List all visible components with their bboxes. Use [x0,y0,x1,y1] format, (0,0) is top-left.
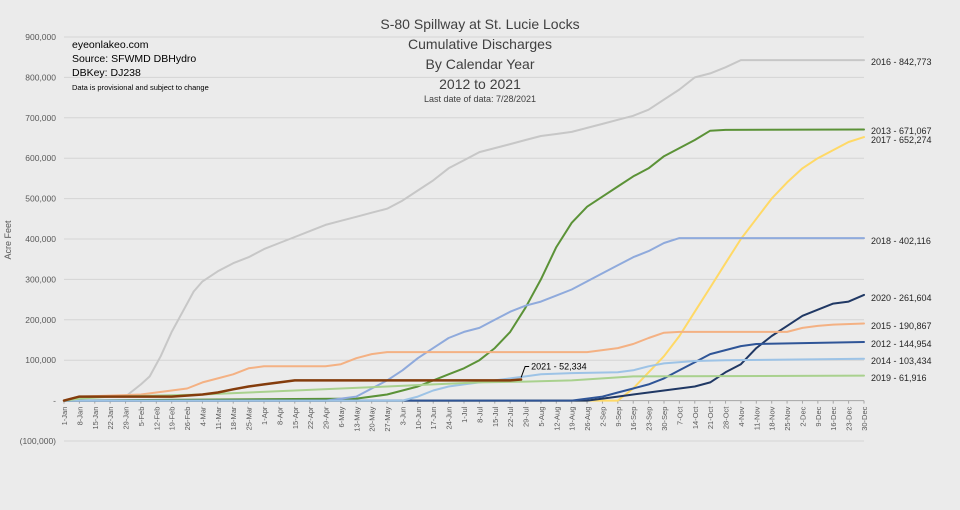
x-tick-label-46: 18-Nov [768,406,777,430]
x-tick-label-32: 12-Aug [552,407,561,431]
series-line-2016 [63,59,865,402]
x-tick-label-29: 22-Jul [506,406,515,427]
chart-title-line-4: 2012 to 2021 [439,76,521,92]
annotation-leader-line [520,365,530,378]
x-tick-label-42: 21-Oct [706,406,715,429]
x-tick-label-24: 17-Jun [429,407,438,430]
end-label-2020: 2020 - 261,604 [871,293,932,303]
x-tick-label-0: 1-Jan [60,407,69,426]
x-tick-label-19: 13-May [352,406,361,431]
annotation: 2021 - 52,334 [520,361,587,378]
y-axis-tick-labels: (100,000) - 100,000 200,000 300,000 400,000 50… [20,32,57,446]
y-tick-label-2: 100,000 [25,355,56,365]
x-tick-label-39: 30-Sep [660,407,669,431]
x-tick-label-14: 8-Apr [275,406,284,425]
x-tick-label-37: 16-Sep [629,407,638,431]
x-tick-label-28: 15-Jul [491,406,500,427]
series-line-2021 [62,378,523,402]
x-tick-label-3: 22-Jan [106,407,115,430]
x-tick-label-6: 12-Feb [152,407,161,431]
y-axis-label: Acre Feet [3,220,13,260]
x-tick-label-50: 16-Dec [829,406,838,430]
x-tick-label-12: 25-Mar [245,406,254,430]
x-tick-label-1: 8-Jan [75,407,84,426]
end-label-2019: 2019 - 61,916 [871,373,927,383]
x-tick-label-22: 3-Jun [398,407,407,426]
x-tick-label-15: 15-Apr [291,406,300,429]
gridlines [64,36,864,442]
x-tick-label-13: 1-Apr [260,406,269,425]
y-tick-label-5: 400,000 [25,234,56,244]
x-tick-label-7: 19-Feb [168,407,177,431]
end-label-2015: 2015 - 190,867 [871,321,932,331]
x-tick-label-5: 5-Feb [137,407,146,427]
x-tick-label-47: 25-Nov [783,406,792,430]
y-tick-label-10: 900,000 [25,32,56,42]
series-lines [62,59,865,402]
x-tick-label-43: 28-Oct [722,406,731,429]
x-tick-label-10: 11-Mar [214,406,223,430]
series-line-2015 [63,322,865,402]
x-tick-label-38: 23-Sep [645,407,654,431]
x-tick-label-21: 27-May [383,406,392,431]
end-label-2013: 2013 - 671,067 [871,126,932,136]
end-label-2016: 2016 - 842,773 [871,57,932,67]
x-tick-label-51: 23-Dec [845,406,854,430]
source-site: eyeonlakeo.com [72,39,149,51]
x-tick-label-44: 4-Nov [737,406,746,426]
y-tick-label-0: (100,000) [20,436,57,446]
y-tick-label-9: 800,000 [25,72,56,82]
end-label-2014: 2014 - 103,434 [871,356,932,366]
x-tick-label-11: 18-Mar [229,406,238,430]
x-tick-label-31: 5-Aug [537,407,546,427]
x-tick-label-18: 6-May [337,406,346,427]
end-label-2018: 2018 - 402,116 [871,236,931,246]
x-tick-label-9: 4-Mar [198,406,207,426]
x-tick-label-23: 10-Jun [414,407,423,430]
chart-title-line-2: Cumulative Discharges [408,36,552,52]
x-axis-tick-labels: 1-Jan 8-Jan 15-Jan 22-Jan 29-Jan 5-Feb 12-Feb 1… [60,400,869,432]
end-label-2017: 2017 - 652,274 [871,135,932,145]
series-line-2020 [63,293,865,402]
x-tick-label-34: 26-Aug [583,407,592,431]
x-tick-label-33: 19-Aug [568,407,577,431]
x-tick-label-17: 29-Apr [322,406,331,429]
source-line: Source: SFWMD DBHydro [72,53,196,65]
y-tick-label-1: - [53,396,56,406]
chart-subtitle: Last date of data: 7/28/2021 [424,94,536,104]
x-tick-label-41: 14-Oct [691,406,700,429]
annotation-label: 2021 - 52,334 [531,361,587,371]
x-tick-label-26: 1-Jul [460,406,469,423]
x-tick-label-16: 22-Apr [306,406,315,429]
x-tick-label-4: 29-Jan [122,407,131,430]
end-label-2012: 2012 - 144,954 [871,339,932,349]
x-tick-label-35: 2-Sep [598,407,607,427]
chart-title-line-1: S-80 Spillway at St. Lucie Locks [380,16,579,32]
y-tick-label-4: 300,000 [25,274,56,284]
series-line-2014 [63,357,865,402]
x-tick-label-25: 24-Jun [445,407,454,430]
series-line-2017 [63,136,865,402]
dbkey-line: DBKey: DJ238 [72,67,141,79]
y-tick-label-3: 200,000 [25,315,56,325]
x-tick-label-2: 15-Jan [91,407,100,430]
x-tick-label-27: 8-Jul [475,406,484,423]
x-tick-label-52: 30-Dec [860,406,869,430]
x-tick-label-40: 7-Oct [675,406,684,425]
x-tick-label-45: 11-Nov [752,406,761,430]
series-line-2012 [63,341,865,402]
provisional-note: Data is provisional and subject to chang… [72,83,209,92]
chart-title-line-3: By Calendar Year [426,56,535,72]
x-tick-label-8: 26-Feb [183,407,192,431]
y-tick-label-7: 600,000 [25,153,56,163]
x-tick-label-30: 29-Jul [522,406,531,427]
x-tick-label-49: 9-Dec [814,406,823,426]
x-tick-label-20: 20-May [368,406,377,431]
y-tick-label-6: 500,000 [25,194,56,204]
x-tick-label-36: 9-Sep [614,407,623,427]
x-tick-label-48: 2-Dec [798,406,807,426]
y-tick-label-8: 700,000 [25,113,56,123]
